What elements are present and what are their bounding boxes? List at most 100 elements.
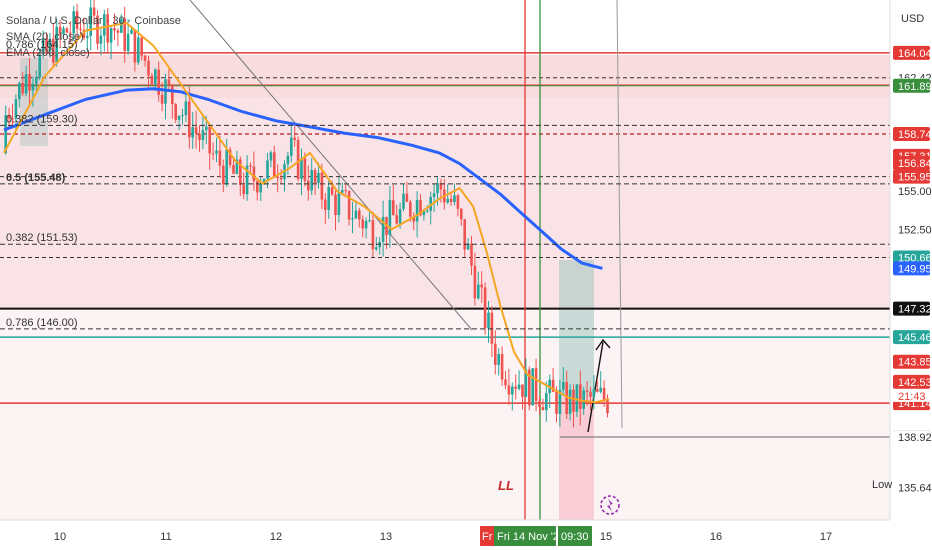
candle-body — [279, 177, 283, 180]
candle-body — [106, 14, 109, 43]
candle-body — [296, 139, 300, 179]
x-tick-label: 11 — [160, 531, 171, 543]
candle-body — [211, 153, 215, 155]
candle-body — [398, 208, 402, 224]
candle-body — [538, 400, 541, 408]
candle-body — [228, 149, 232, 166]
candle-body — [562, 382, 565, 390]
price-tag-bg — [893, 250, 930, 265]
candle-body — [205, 126, 208, 131]
fib-labels: 0.786 (164.15) 0.382 (159.30) 0.5 (155.48)… — [0, 39, 890, 330]
candle-body — [364, 220, 368, 229]
candle-body — [222, 165, 225, 185]
candle-body — [174, 104, 177, 120]
candle-body — [293, 137, 296, 140]
candle-body — [198, 133, 201, 141]
candle-body — [96, 15, 99, 44]
candle-body — [52, 38, 55, 63]
candle-body — [487, 312, 490, 329]
candle-body — [65, 28, 69, 33]
lightning-icon[interactable] — [600, 495, 620, 515]
red-box-right — [559, 397, 594, 520]
candle-body — [449, 198, 453, 203]
candle-body — [412, 216, 415, 222]
candle-body — [109, 28, 113, 43]
candle-body — [62, 28, 65, 35]
candle-body — [477, 284, 480, 299]
candle-body — [150, 75, 154, 85]
candle-body — [4, 115, 7, 153]
fib-label: 0.5 (155.48) — [6, 172, 66, 184]
candle-body — [354, 210, 358, 219]
candle-body — [392, 200, 395, 216]
target-arrow-head — [595, 338, 611, 351]
candle-body — [249, 165, 252, 167]
ema-200-line — [3, 87, 603, 270]
candle-body — [252, 166, 256, 182]
candle-body — [551, 379, 555, 392]
fib-label: 0.382 (159.30) — [6, 113, 78, 125]
candle-body — [351, 218, 354, 220]
candle-body — [558, 389, 562, 414]
candle-body — [147, 60, 150, 76]
candle-body — [177, 115, 181, 120]
x-tick-label: 15 — [600, 531, 612, 543]
fib-label: 0.382 (151.53) — [6, 232, 78, 244]
y-tick-label: 152.50 — [898, 224, 932, 236]
price-tag: 143.85 — [898, 357, 932, 369]
symbol-title[interactable]: Solana / U.S. Dollar · 30 · Coinbase — [6, 15, 181, 27]
candle-body — [181, 115, 184, 117]
candle-body — [341, 190, 344, 193]
candle-body — [290, 137, 293, 156]
gray-box-left — [20, 58, 48, 146]
candle-body — [14, 99, 18, 119]
candle-body — [361, 219, 364, 229]
fib-label: 0.786 (146.00) — [6, 317, 78, 329]
candle-body — [137, 37, 140, 63]
price-tag: 145.46 — [898, 332, 932, 344]
candle-body — [69, 32, 72, 34]
low-label: Low — [872, 479, 892, 491]
price-tag: 156.84 — [898, 158, 932, 170]
candle-body — [555, 391, 558, 414]
price-tag-bg — [893, 78, 930, 93]
candle-body — [507, 385, 511, 395]
sma-legend[interactable]: SMA (20, close) — [6, 31, 84, 43]
candle-body — [534, 368, 538, 401]
candle-body — [572, 389, 575, 412]
price-tag-bg — [893, 126, 930, 141]
candle-body — [116, 30, 120, 33]
time-axis[interactable] — [0, 520, 932, 550]
candle-body — [188, 101, 191, 138]
candle-body — [456, 195, 460, 209]
candle-body — [262, 178, 266, 184]
candle-body — [89, 7, 92, 36]
price-tag: 161.89 — [898, 81, 932, 93]
candle-body — [504, 379, 507, 386]
candle-body — [28, 74, 31, 91]
candle-body — [38, 54, 41, 78]
candle-body — [276, 176, 279, 178]
candle-body — [419, 200, 422, 216]
candle-body — [409, 201, 412, 217]
candle-body — [473, 265, 477, 299]
candle-body — [381, 216, 385, 242]
candle-body — [531, 368, 534, 406]
y-tick-label: 155.00 — [898, 186, 932, 198]
candle-body — [439, 183, 443, 190]
candle-body — [596, 389, 599, 392]
candle-body — [99, 35, 103, 44]
candle-body — [388, 200, 392, 235]
candle-body — [273, 152, 276, 177]
candle-body — [113, 28, 116, 31]
ema-legend[interactable]: EMA (200, close) — [6, 47, 90, 59]
candle-body — [269, 152, 273, 161]
red-zone-main — [0, 98, 890, 310]
price-tag: 147.32 — [898, 304, 932, 316]
candle-body — [75, 11, 79, 29]
candle-body — [337, 192, 341, 215]
candle-body — [307, 180, 310, 191]
candle-body — [154, 69, 157, 85]
candle-body — [300, 158, 303, 179]
